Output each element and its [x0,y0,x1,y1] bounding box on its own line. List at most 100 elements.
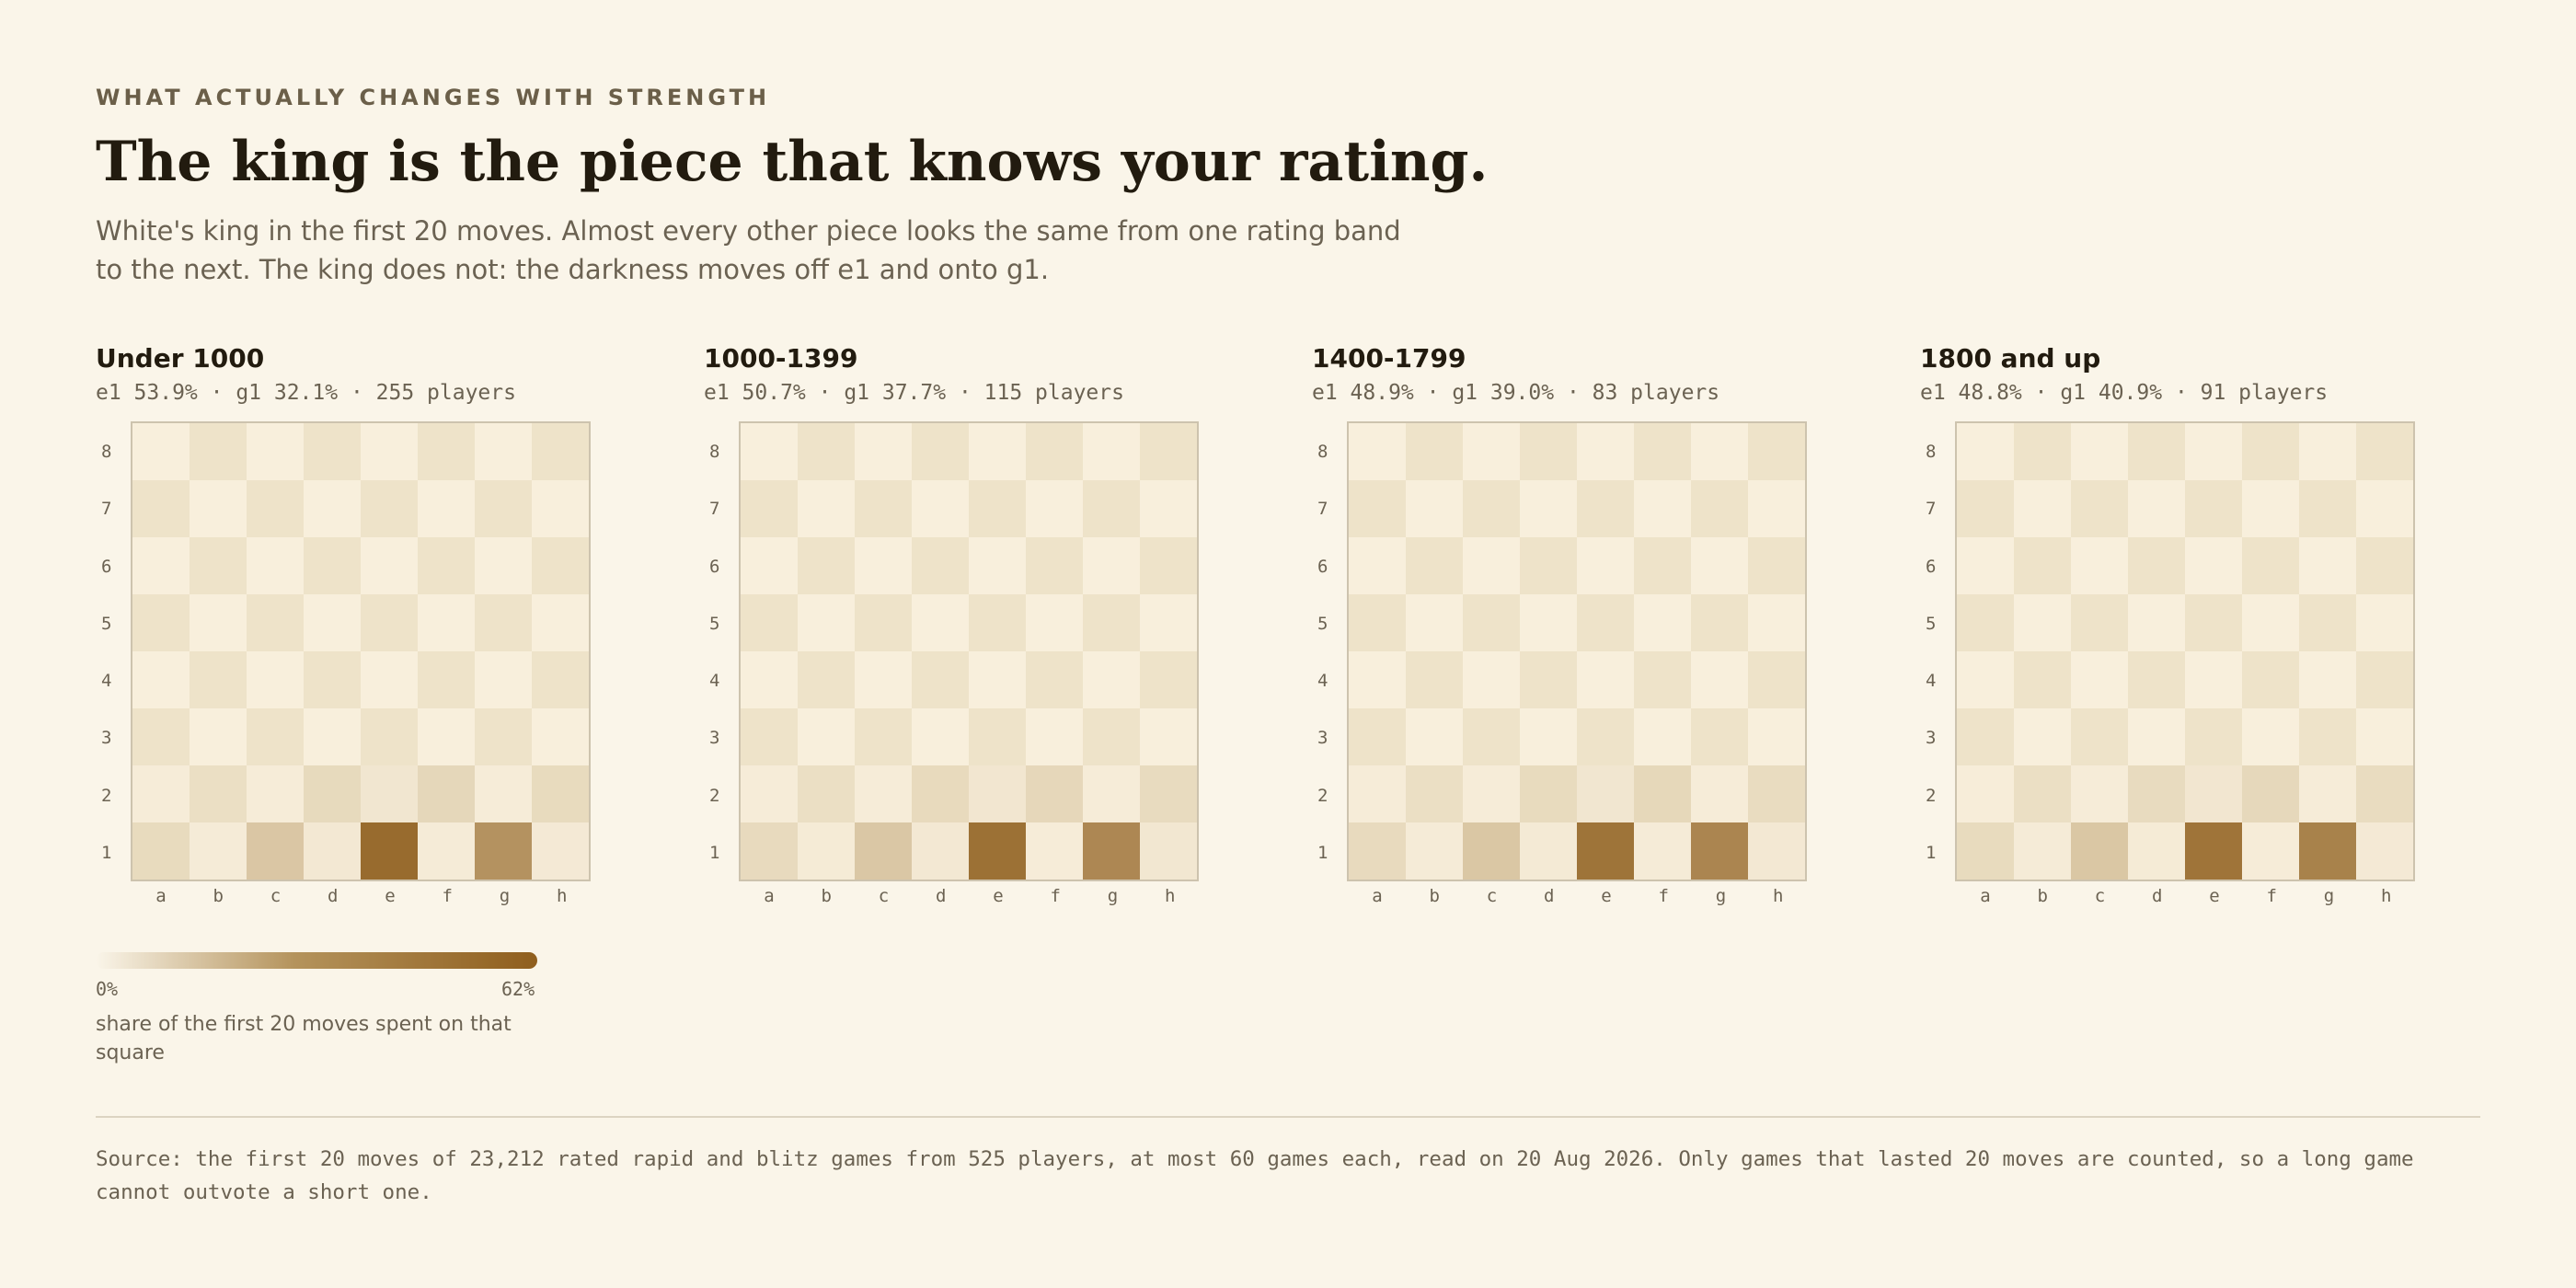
chess-board-heatmap [1955,421,2415,881]
square-e5 [2185,594,2242,651]
rank-label: 1 [709,842,720,863]
square-g2 [2299,765,2356,822]
rank-label: 6 [1926,556,1937,577]
file-label: d [936,886,947,906]
file-label: g [499,886,511,906]
square-b5 [1406,594,1463,651]
rank-label: 8 [709,442,720,462]
square-f4 [418,651,475,708]
source-note: Source: the first 20 moves of 23,212 rat… [96,1147,2414,1204]
square-h7 [1748,480,1805,537]
rank-label: 4 [1317,671,1328,691]
board-panel: 1000-1399 e1 50.7% · g1 37.7% · 115 playe… [704,342,1256,913]
file-label: g [2323,886,2335,906]
square-c7 [1463,480,1520,537]
file-label: h [557,886,568,906]
square-g4 [2299,651,2356,708]
square-a7 [1349,480,1406,537]
square-b7 [2014,480,2071,537]
square-c8 [855,423,912,480]
square-f8 [1026,423,1083,480]
square-b4 [1406,651,1463,708]
square-g1 [2299,822,2356,880]
file-label: g [1715,886,1727,906]
square-f2 [1634,765,1691,822]
square-g3 [1083,708,1140,765]
file-label: b [821,886,832,906]
square-h8 [1748,423,1805,480]
rank-label: 1 [1317,842,1328,863]
square-g5 [2299,594,2356,651]
legend-min-label: 0% [96,978,119,1000]
rank-label: 7 [101,499,112,520]
file-label: b [213,886,224,906]
rank-label: 5 [709,613,720,634]
square-e5 [1577,594,1634,651]
square-g3 [2299,708,2356,765]
square-f8 [2242,423,2299,480]
square-h2 [2356,765,2413,822]
square-g1 [1691,822,1748,880]
square-g7 [475,480,532,537]
rank-label: 4 [709,671,720,691]
square-h7 [532,480,589,537]
square-f1 [2242,822,2299,880]
panel-title: Under 1000 [96,343,265,374]
square-d8 [1520,423,1577,480]
file-label: c [1486,886,1498,906]
square-d1 [1520,822,1577,880]
square-e5 [361,594,418,651]
square-b1 [798,822,855,880]
file-label: d [328,886,339,906]
file-label: c [270,886,282,906]
square-d7 [1520,480,1577,537]
rank-label: 5 [101,613,112,634]
rank-label: 5 [1926,613,1937,634]
square-h5 [2356,594,2413,651]
file-label: h [1165,886,1176,906]
rank-label: 5 [1317,613,1328,634]
square-c1 [1463,822,1520,880]
square-b7 [190,480,247,537]
rank-label: 2 [1317,785,1328,806]
square-d4 [2128,651,2185,708]
square-e8 [969,423,1026,480]
square-b7 [798,480,855,537]
square-f3 [418,708,475,765]
square-g5 [475,594,532,651]
rank-label: 2 [709,785,720,806]
square-e8 [1577,423,1634,480]
file-label: f [442,886,453,906]
square-g8 [1083,423,1140,480]
panel-stats: e1 53.9% · g1 32.1% · 255 players [96,381,516,405]
square-b4 [190,651,247,708]
square-a6 [741,537,798,594]
square-a3 [1349,708,1406,765]
square-f4 [1634,651,1691,708]
square-h8 [532,423,589,480]
square-d1 [912,822,969,880]
file-label: d [2152,886,2163,906]
square-c5 [2071,594,2128,651]
square-f4 [1026,651,1083,708]
square-c7 [855,480,912,537]
square-h4 [1140,651,1197,708]
board-panel: 1800 and up e1 48.8% · g1 40.9% · 91 play… [1920,342,2472,913]
square-d4 [912,651,969,708]
rank-label: 3 [1317,728,1328,749]
square-b3 [190,708,247,765]
square-d2 [304,765,361,822]
square-a6 [1957,537,2014,594]
square-f3 [2242,708,2299,765]
square-a6 [1349,537,1406,594]
square-e4 [969,651,1026,708]
rank-label: 3 [101,728,112,749]
square-g1 [1083,822,1140,880]
rank-label: 7 [709,499,720,520]
square-d8 [912,423,969,480]
square-g6 [1083,537,1140,594]
square-d5 [2128,594,2185,651]
square-h1 [1748,822,1805,880]
square-b5 [798,594,855,651]
square-f5 [2242,594,2299,651]
